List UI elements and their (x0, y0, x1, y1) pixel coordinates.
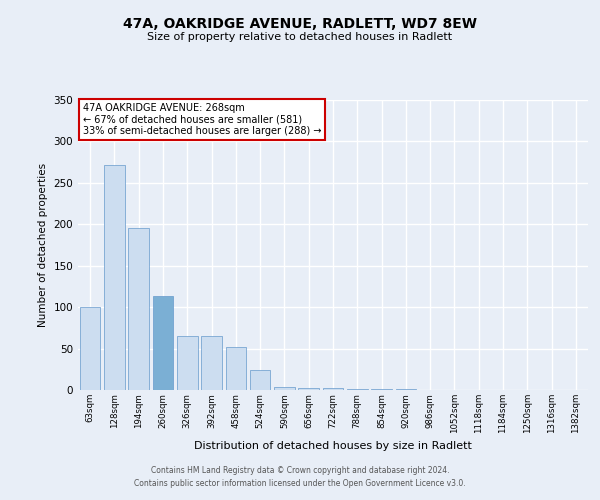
Bar (298, 388, 319, 390)
Bar (80, 307, 100, 390)
Bar (323, 388, 343, 390)
Bar (371, 389, 392, 390)
Bar (128, 228, 149, 390)
Bar (201, 336, 222, 390)
Bar (250, 370, 271, 390)
Text: 47A, OAKRIDGE AVENUE, RADLETT, WD7 8EW: 47A, OAKRIDGE AVENUE, RADLETT, WD7 8EW (123, 18, 477, 32)
Bar (395, 389, 416, 390)
Bar (347, 389, 368, 390)
Text: Size of property relative to detached houses in Radlett: Size of property relative to detached ho… (148, 32, 452, 42)
Bar (152, 296, 173, 390)
Text: Contains HM Land Registry data © Crown copyright and database right 2024.
Contai: Contains HM Land Registry data © Crown c… (134, 466, 466, 487)
Bar (226, 347, 246, 390)
Y-axis label: Number of detached properties: Number of detached properties (38, 163, 48, 327)
Bar (104, 164, 125, 390)
Text: 47A OAKRIDGE AVENUE: 268sqm
← 67% of detached houses are smaller (581)
33% of se: 47A OAKRIDGE AVENUE: 268sqm ← 67% of det… (83, 103, 322, 136)
X-axis label: Distribution of detached houses by size in Radlett: Distribution of detached houses by size … (194, 442, 472, 452)
Bar (274, 386, 295, 390)
Bar (177, 336, 197, 390)
